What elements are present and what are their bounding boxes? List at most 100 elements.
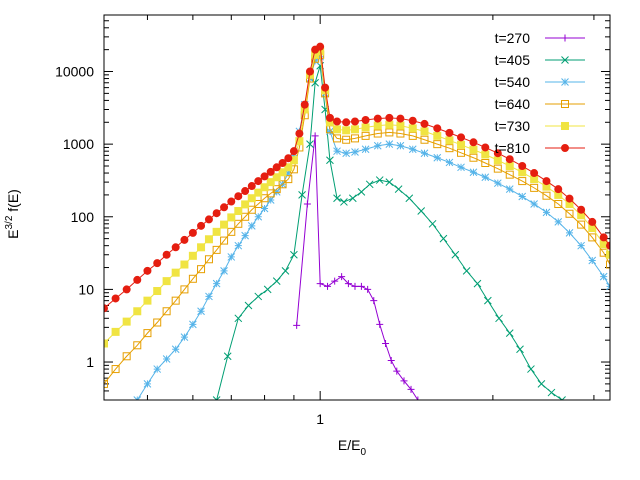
data-point xyxy=(445,128,454,137)
data-point xyxy=(505,155,514,164)
data-point xyxy=(606,241,610,250)
ticks-layer: 1 10 100 1000 10000 1 xyxy=(55,14,610,427)
data-point xyxy=(241,212,250,221)
data-point xyxy=(588,217,597,226)
data-point xyxy=(408,145,417,154)
data-point xyxy=(577,205,586,214)
data-point xyxy=(457,133,466,142)
data-point xyxy=(143,266,152,275)
legend-label: t=730 xyxy=(495,118,531,134)
data-point xyxy=(188,251,197,260)
data-point xyxy=(351,148,359,156)
data-point xyxy=(204,235,213,244)
data-point xyxy=(254,199,263,208)
data-point xyxy=(111,365,120,374)
data-point xyxy=(518,177,527,186)
data-point xyxy=(197,265,206,274)
data-point xyxy=(375,176,384,184)
legend-entry: t=730 xyxy=(495,118,585,134)
data-point xyxy=(469,168,478,177)
data-point xyxy=(284,169,293,177)
data-point xyxy=(278,180,287,189)
plot-frame xyxy=(103,14,611,401)
data-point xyxy=(333,125,342,134)
data-point xyxy=(357,282,365,290)
data-point xyxy=(473,279,482,288)
data-point xyxy=(350,117,359,126)
data-point xyxy=(400,377,408,385)
data-point xyxy=(370,297,378,305)
data-point xyxy=(495,314,503,323)
data-point xyxy=(254,292,263,301)
data-point xyxy=(290,250,298,259)
data-point xyxy=(104,339,108,348)
data-point xyxy=(396,114,405,123)
data-point xyxy=(188,228,197,237)
data-point xyxy=(227,197,236,206)
data-point xyxy=(212,279,221,288)
data-point xyxy=(417,207,426,215)
data-point xyxy=(234,241,243,250)
data-point xyxy=(530,183,539,192)
data-point xyxy=(143,329,152,338)
data-point xyxy=(153,259,162,268)
data-point xyxy=(333,194,341,203)
data-point xyxy=(445,136,454,145)
series-t=730 xyxy=(104,47,610,348)
data-point xyxy=(565,209,574,218)
data-point xyxy=(104,379,108,388)
data-point xyxy=(104,304,108,313)
data-point xyxy=(420,149,429,158)
data-point xyxy=(407,385,415,393)
data-point xyxy=(483,296,492,305)
y-tick-label: 1000 xyxy=(63,136,94,152)
data-point xyxy=(469,145,478,154)
data-point xyxy=(133,275,142,284)
data-point xyxy=(180,333,189,342)
data-point xyxy=(527,365,535,373)
data-point xyxy=(204,255,213,264)
data-point xyxy=(333,134,342,143)
data-point xyxy=(481,150,490,159)
legend-marker xyxy=(561,100,569,108)
data-point xyxy=(373,129,382,138)
data-point xyxy=(254,177,263,186)
data-point xyxy=(260,183,269,192)
data-point xyxy=(290,151,298,160)
data-point xyxy=(162,277,171,286)
data-point xyxy=(260,172,269,181)
data-point xyxy=(326,156,334,165)
data-point xyxy=(272,188,281,196)
data-point xyxy=(505,170,514,179)
data-point xyxy=(393,367,401,375)
data-point xyxy=(220,220,229,229)
data-point xyxy=(289,147,298,156)
data-point xyxy=(505,162,514,171)
data-point xyxy=(385,128,394,137)
data-point xyxy=(241,187,250,196)
data-point xyxy=(606,260,610,269)
data-point xyxy=(266,178,275,187)
data-point xyxy=(266,196,275,204)
data-point xyxy=(394,185,403,194)
data-point xyxy=(331,277,339,285)
data-point xyxy=(493,179,502,188)
data-point xyxy=(278,158,287,167)
data-point xyxy=(342,118,351,127)
data-point xyxy=(344,280,352,288)
data-point xyxy=(212,209,221,218)
data-point xyxy=(505,329,514,337)
data-point xyxy=(316,42,325,51)
data-point xyxy=(420,127,429,136)
data-point xyxy=(518,162,527,171)
data-point xyxy=(428,219,437,228)
data-point xyxy=(122,317,131,326)
data-point xyxy=(220,236,229,245)
data-point xyxy=(153,318,162,327)
data-point xyxy=(481,143,490,152)
data-point xyxy=(373,141,382,150)
data-point xyxy=(361,131,370,140)
y-tick-label: 1 xyxy=(86,354,94,370)
data-point xyxy=(365,180,374,189)
